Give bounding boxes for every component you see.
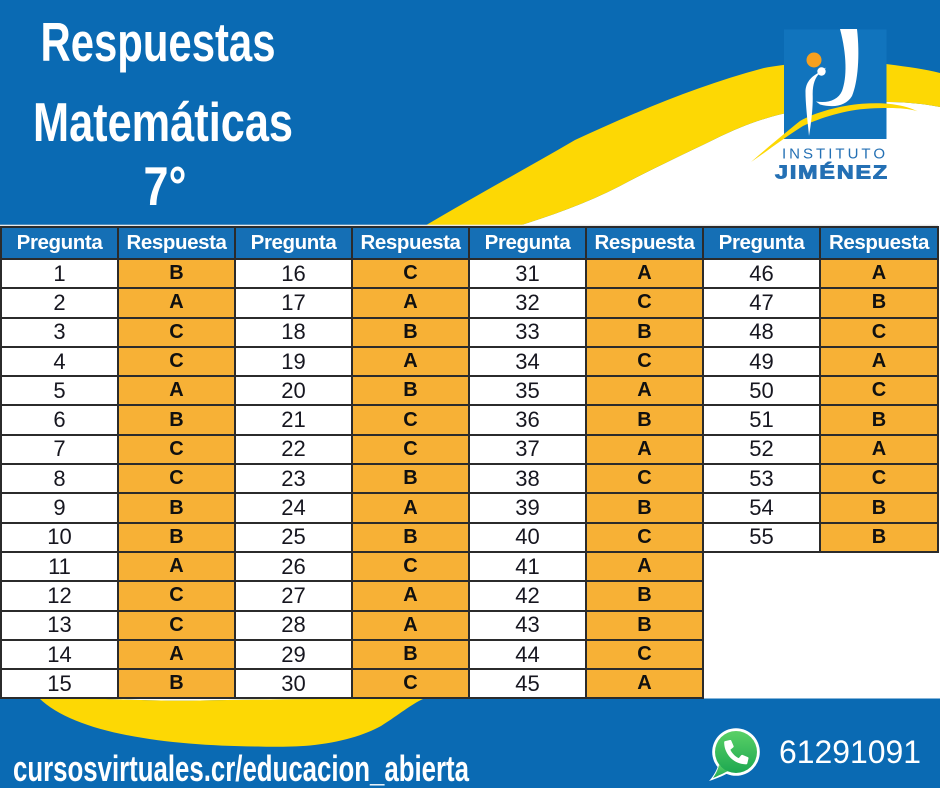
svg-text:JIMÉNEZ: JIMÉNEZ [775, 162, 889, 183]
svg-text:cursosvirtuales.cr/educacion_a: cursosvirtuales.cr/educacion_abierta [13, 748, 470, 788]
svg-text:Respuestas: Respuestas [41, 11, 276, 73]
svg-text:Matemáticas: Matemáticas [33, 91, 293, 153]
svg-text:INSTITUTO: INSTITUTO [782, 146, 888, 163]
svg-text:7°: 7° [144, 155, 187, 217]
svg-text:61291091: 61291091 [779, 734, 921, 770]
